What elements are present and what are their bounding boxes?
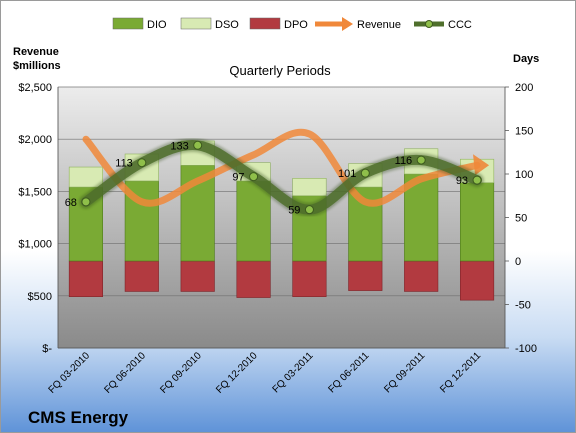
left-tick-label: $- [42,343,52,355]
ccc-point [137,158,147,168]
dpo-bar [124,260,159,292]
ccc-data-label: 113 [115,158,133,170]
ccc-data-label: 116 [395,155,413,167]
legend-dpo: DPO [249,17,308,31]
left-axis-title-line1: Revenue [13,46,59,58]
dpo-bar [68,260,104,297]
left-tick-label: $500 [28,291,52,303]
legend-swatch [112,17,144,30]
legend-swatch [249,17,281,30]
legend: DIO DSO DPO Revenue CCC [112,17,472,31]
dso-bar [68,166,104,188]
category-tick-label: FQ 06-2010 [102,350,148,396]
legend-swatch [180,17,212,30]
revenue-line [82,128,481,207]
dpo-bar [292,260,327,297]
dpo-bar [348,260,383,291]
left-tick-label: $2,500 [18,82,52,94]
left-axis-title-line2: $millions [13,60,61,72]
right-tick-label: 150 [515,126,533,138]
left-tick-label: $1,500 [18,186,52,198]
dio-bar [459,182,495,262]
category-tick-label: FQ 03-2010 [47,350,93,396]
ccc-point [360,168,370,178]
category-tick-label: FQ 12-2011 [438,350,483,395]
legend-arrow [342,17,353,31]
legend-label: CCC [448,19,472,31]
legend-dso: DSO [180,17,239,31]
dso-bar [292,178,327,197]
category-tick-label: FQ 03-2011 [271,350,316,395]
legend-label: DSO [215,19,239,31]
right-tick-label: -100 [515,343,537,355]
ccc-point [81,197,91,207]
ccc-data-label: 93 [456,175,468,187]
legend-label: DPO [284,19,308,31]
right-axis-title: Days [513,53,539,65]
category-tick-label: FQ 09-2010 [158,350,204,396]
dpo-bar [236,260,271,298]
ccc-point [416,155,426,165]
legend-marker [425,20,433,28]
right-tick-label: 200 [515,82,533,94]
left-tick-label: $2,000 [18,134,52,146]
chart-subtitle: Quarterly Periods [229,63,331,78]
ccc-data-label: 101 [338,168,356,180]
dpo-bar [459,260,495,301]
ccc-data-label: 97 [232,172,244,184]
legend-label: Revenue [357,19,401,31]
lines [78,128,490,217]
ccc-point [249,172,259,182]
right-tick-label: 50 [515,213,527,225]
legend-revenue: Revenue [315,17,401,31]
ccc-data-label: 59 [288,205,300,217]
dpo-bar [180,260,215,292]
left-tick-label: $1,000 [18,239,52,251]
dio-bar [236,180,271,262]
revenue-arrowhead [473,154,490,176]
ccc-point [304,205,314,215]
right-tick-label: -50 [515,300,531,312]
category-tick-label: FQ 06-2011 [326,350,371,395]
category-tick-label: FQ 09-2011 [382,350,427,395]
legend-ccc: CCC [414,19,472,31]
data-labels: 68 113 133 97 59 101 116 93 [65,140,468,216]
ccc-data-label: 68 [65,197,77,209]
ccc-point [193,140,203,150]
ccc-point [472,175,482,185]
company-name: CMS Energy [28,408,129,427]
right-tick-label: 100 [515,169,533,181]
dpo-bar [404,260,439,292]
ccc-data-label: 133 [170,140,188,152]
legend-label: DIO [147,19,167,31]
right-tick-label: 0 [515,256,521,268]
legend-dio: DIO [112,17,167,31]
category-tick-label: FQ 12-2010 [214,350,260,396]
